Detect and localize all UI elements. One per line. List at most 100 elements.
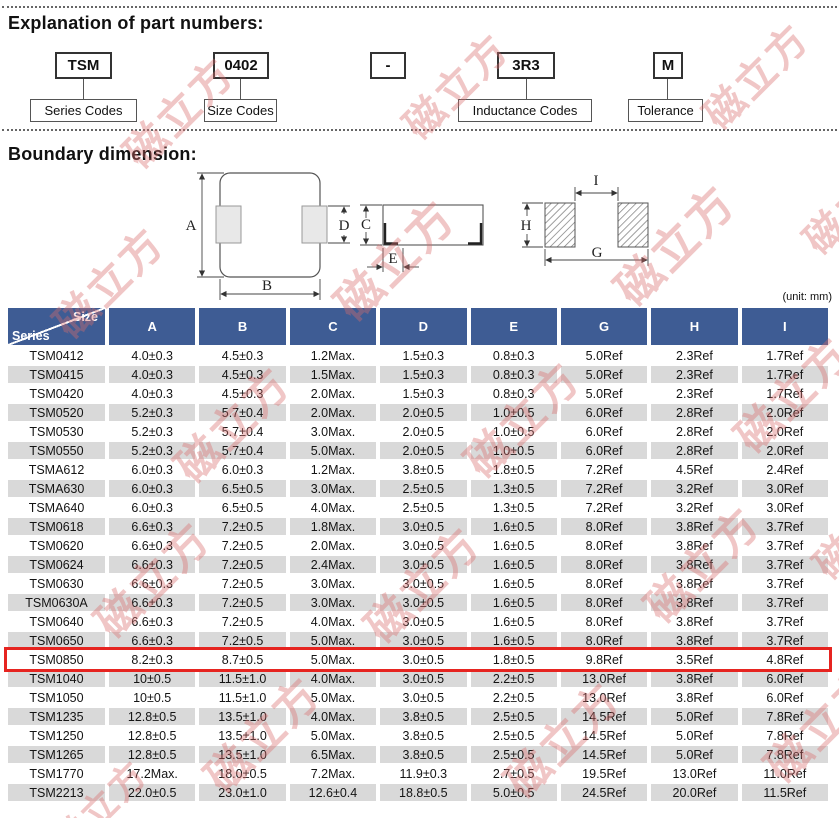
dim-cell: 3.8Ref xyxy=(651,575,738,592)
dim-cell: 3.8±0.5 xyxy=(380,708,467,725)
dim-cell: 13.0Ref xyxy=(651,765,738,782)
dim-cell: 5.0Ref xyxy=(560,347,648,364)
dim-cell: 7.8Ref xyxy=(741,708,828,725)
dim-label-G: G xyxy=(592,245,603,261)
dim-cell: 0.8±0.3 xyxy=(470,366,557,383)
dim-cell: 13.5±1.0 xyxy=(199,708,286,725)
dim-cell: 6.6±0.3 xyxy=(109,556,196,573)
dim-cell: 4.0Max. xyxy=(289,670,377,687)
dimension-B xyxy=(219,279,321,300)
dim-cell: 2.0±0.5 xyxy=(380,423,467,440)
inductance-codes-label: Inductance Codes xyxy=(458,99,592,122)
table-row: TSM0618 6.6±0.3 7.2±0.5 1.8Max. 3.0±0.5 1.6±0… xyxy=(8,518,828,535)
dim-cell: 5.0Max. xyxy=(289,632,377,649)
dim-cell: 13.5±1.0 xyxy=(199,727,286,744)
dim-cell: 1.8±0.5 xyxy=(470,651,557,668)
dim-cell: 2.5±0.5 xyxy=(470,746,557,763)
dim-cell: 5.7±0.4 xyxy=(199,423,286,440)
table-row: TSMA640 6.0±0.3 6.5±0.5 4.0Max. 2.5±0.5 1.3±0… xyxy=(8,499,828,516)
dim-cell: 6.0Ref xyxy=(560,442,648,459)
dim-cell: 10±0.5 xyxy=(109,670,196,687)
dim-cell: 5.0Ref xyxy=(560,385,648,402)
dim-cell: 7.2±0.5 xyxy=(199,556,286,573)
dim-cell: 6.6±0.3 xyxy=(109,613,196,630)
dim-cell: 3.8±0.5 xyxy=(380,461,467,478)
dim-cell: 2.8Ref xyxy=(651,404,738,421)
corner-header-cell: Size Series xyxy=(8,308,105,345)
dim-cell: 3.8Ref xyxy=(651,632,738,649)
series-cell: TSM0650 xyxy=(8,632,105,649)
dim-cell: 22.0±0.5 xyxy=(109,784,196,801)
dim-cell: 5.0Max. xyxy=(289,442,377,459)
dim-cell: 3.0Max. xyxy=(289,423,377,440)
dim-cell: 14.5Ref xyxy=(560,746,648,763)
table-row: TSM0640 6.6±0.3 7.2±0.5 4.0Max. 3.0±0.5 1.6±0… xyxy=(8,613,828,630)
dimension-table-wrap: Size Series A B C D E G H I TSM0412 4.0±0.3 4.5±0.3 1… xyxy=(4,306,832,803)
dim-cell: 5.0Ref xyxy=(651,746,738,763)
dim-cell: 1.0±0.5 xyxy=(470,442,557,459)
dim-cell: 24.5Ref xyxy=(560,784,648,801)
series-cell: TSM0520 xyxy=(8,404,105,421)
dim-cell: 6.0±0.3 xyxy=(109,480,196,497)
connector-line xyxy=(83,79,84,99)
dim-cell: 11.0Ref xyxy=(741,765,828,782)
divider-dotted-bottom xyxy=(2,129,837,131)
dim-cell: 8.0Ref xyxy=(560,518,648,535)
dim-cell: 23.0±1.0 xyxy=(199,784,286,801)
dim-cell: 9.8Ref xyxy=(560,651,648,668)
dim-cell: 7.8Ref xyxy=(741,727,828,744)
dim-cell: 7.2±0.5 xyxy=(199,575,286,592)
series-cell: TSM0630 xyxy=(8,575,105,592)
table-row: TSMA630 6.0±0.3 6.5±0.5 3.0Max. 2.5±0.5 1.3±0… xyxy=(8,480,828,497)
dim-cell: 1.5±0.3 xyxy=(380,385,467,402)
dim-cell: 7.2±0.5 xyxy=(199,632,286,649)
dim-cell: 3.8Ref xyxy=(651,613,738,630)
dim-cell: 6.0Ref xyxy=(560,423,648,440)
dim-cell: 20.0Ref xyxy=(651,784,738,801)
connector-line xyxy=(240,79,241,99)
dim-cell: 6.0±0.3 xyxy=(199,461,286,478)
table-row: TSM0415 4.0±0.3 4.5±0.3 1.5Max. 1.5±0.3 0.8±0… xyxy=(8,366,828,383)
dim-cell: 6.5Max. xyxy=(289,746,377,763)
dim-cell: 1.3±0.5 xyxy=(470,499,557,516)
dim-cell: 3.7Ref xyxy=(741,575,828,592)
dim-cell: 1.5±0.3 xyxy=(380,347,467,364)
series-cell: TSM2213 xyxy=(8,784,105,801)
top-view-outline xyxy=(215,172,328,278)
dim-cell: 3.0±0.5 xyxy=(380,575,467,592)
dim-cell: 6.0Ref xyxy=(741,670,828,687)
dim-cell: 1.5±0.3 xyxy=(380,366,467,383)
dim-cell: 4.0Max. xyxy=(289,613,377,630)
dim-cell: 1.6±0.5 xyxy=(470,613,557,630)
column-header-C: C xyxy=(289,308,377,345)
connector-line xyxy=(526,79,527,99)
dim-cell: 3.7Ref xyxy=(741,556,828,573)
section-title-boundary-dimension: Boundary dimension: xyxy=(8,144,197,164)
dim-cell: 3.0±0.5 xyxy=(380,518,467,535)
dim-label-I: I xyxy=(594,173,599,189)
dim-cell: 3.0Max. xyxy=(289,575,377,592)
dim-cell: 2.8Ref xyxy=(651,423,738,440)
dim-cell: 5.0Max. xyxy=(289,689,377,706)
dim-cell: 1.7Ref xyxy=(741,366,828,383)
dim-cell: 1.8±0.5 xyxy=(470,461,557,478)
dim-cell: 2.0Ref xyxy=(741,423,828,440)
dim-cell: 2.7±0.5 xyxy=(470,765,557,782)
series-cell: TSM0420 xyxy=(8,385,105,402)
dim-cell: 5.0Ref xyxy=(651,708,738,725)
dim-cell: 1.2Max. xyxy=(289,461,377,478)
dim-cell: 2.2±0.5 xyxy=(470,689,557,706)
size-codes-label: Size Codes xyxy=(204,99,277,122)
dim-cell: 6.0±0.3 xyxy=(109,461,196,478)
dim-cell: 5.0Max. xyxy=(289,651,377,668)
dim-cell: 8.0Ref xyxy=(560,575,648,592)
part-code-series-box: TSM xyxy=(55,52,112,79)
dim-cell: 3.2Ref xyxy=(651,499,738,516)
dim-cell: 4.0Max. xyxy=(289,708,377,725)
dim-cell: 12.8±0.5 xyxy=(109,727,196,744)
tolerance-label: Tolerance xyxy=(628,99,703,122)
dim-cell: 3.5Ref xyxy=(651,651,738,668)
dim-cell: 3.7Ref xyxy=(741,537,828,554)
column-header-E: E xyxy=(470,308,557,345)
dim-cell: 7.2±0.5 xyxy=(199,613,286,630)
